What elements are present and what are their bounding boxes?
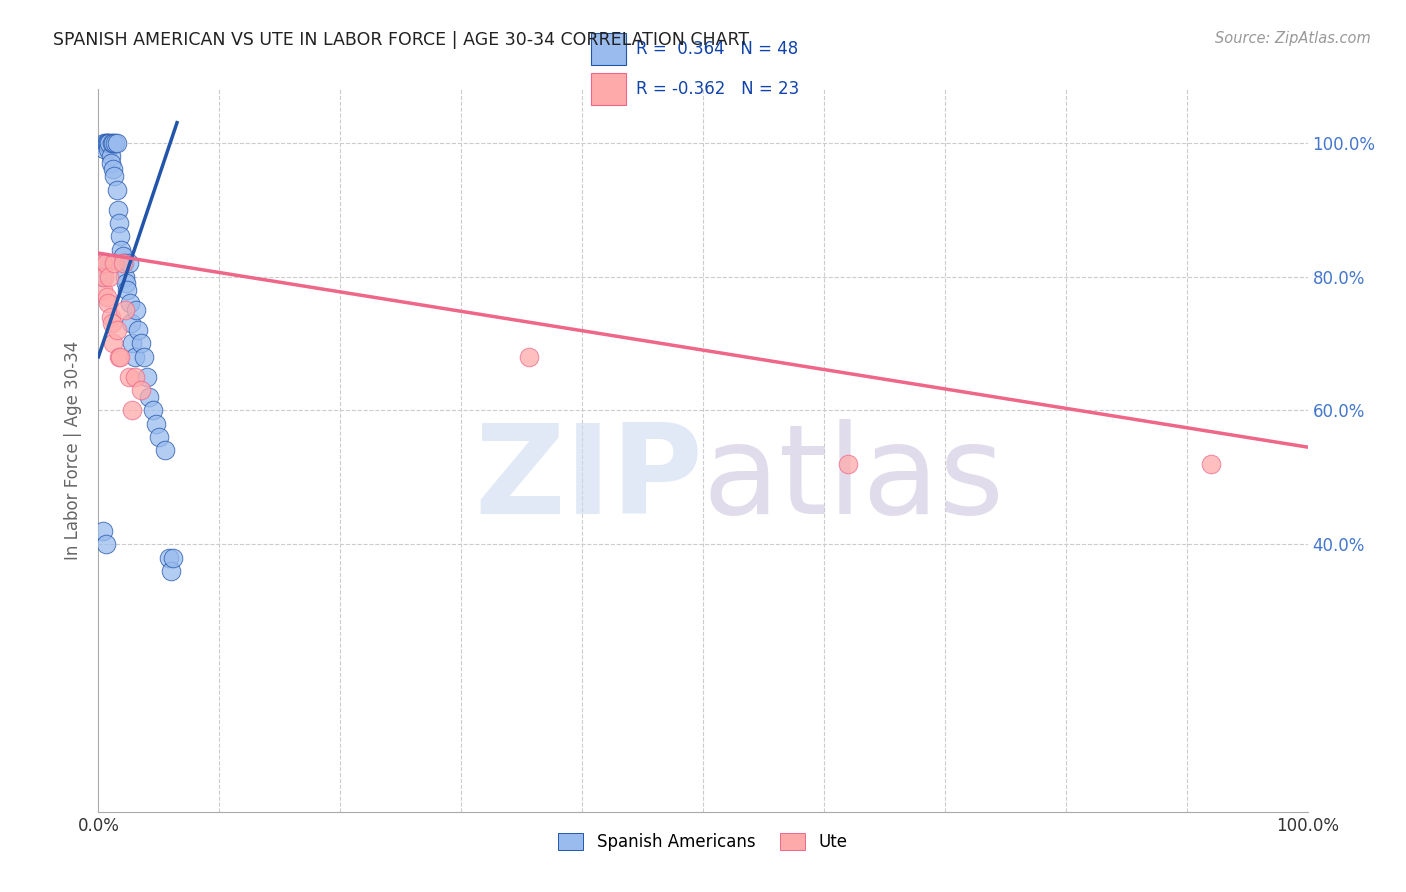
- Point: [118, 296, 141, 310]
- Point: [108, 350, 131, 364]
- FancyBboxPatch shape: [591, 72, 626, 104]
- Point: [124, 369, 146, 384]
- Point: [103, 169, 125, 184]
- Point: [121, 336, 143, 351]
- Point: [108, 216, 131, 230]
- Point: [94, 136, 117, 150]
- Point: [94, 256, 117, 270]
- Y-axis label: In Labor Force | Age 30-34: In Labor Force | Age 30-34: [65, 341, 83, 560]
- Text: Source: ZipAtlas.com: Source: ZipAtlas.com: [1215, 31, 1371, 46]
- Point: [91, 256, 114, 270]
- Point: [96, 136, 118, 150]
- Point: [103, 256, 125, 270]
- Point: [160, 564, 183, 578]
- Point: [142, 403, 165, 417]
- Point: [98, 269, 121, 284]
- Point: [115, 277, 138, 291]
- Point: [96, 289, 118, 303]
- Point: [114, 269, 136, 284]
- Point: [100, 317, 122, 331]
- Point: [112, 256, 135, 270]
- Legend: Spanish Americans, Ute: Spanish Americans, Ute: [551, 826, 855, 857]
- Text: atlas: atlas: [703, 419, 1005, 540]
- Point: [97, 136, 120, 150]
- Text: R = -0.362   N = 23: R = -0.362 N = 23: [637, 79, 800, 97]
- Point: [100, 136, 122, 150]
- Point: [101, 336, 124, 351]
- Point: [101, 162, 124, 177]
- Point: [100, 310, 122, 324]
- Point: [91, 524, 114, 538]
- Point: [105, 323, 128, 337]
- Point: [91, 283, 114, 297]
- Point: [129, 336, 152, 351]
- Point: [117, 283, 139, 297]
- Point: [108, 229, 131, 244]
- Point: [114, 303, 136, 318]
- Point: [145, 417, 167, 431]
- Point: [118, 256, 141, 270]
- Point: [120, 317, 142, 331]
- Point: [121, 403, 143, 417]
- Point: [517, 350, 540, 364]
- Point: [118, 369, 141, 384]
- Point: [91, 256, 114, 270]
- Point: [111, 256, 134, 270]
- Point: [100, 149, 122, 163]
- Point: [105, 136, 128, 150]
- Point: [100, 156, 122, 170]
- Text: SPANISH AMERICAN VS UTE IN LABOR FORCE | AGE 30-34 CORRELATION CHART: SPANISH AMERICAN VS UTE IN LABOR FORCE |…: [53, 31, 749, 49]
- Point: [129, 384, 152, 398]
- Text: ZIP: ZIP: [474, 419, 703, 540]
- Point: [135, 369, 157, 384]
- Point: [97, 296, 120, 310]
- Point: [1199, 457, 1222, 471]
- Point: [101, 136, 124, 150]
- Point: [837, 457, 859, 471]
- Point: [125, 303, 148, 318]
- Point: [93, 269, 115, 284]
- Point: [104, 136, 127, 150]
- Text: R =  0.364   N = 48: R = 0.364 N = 48: [637, 40, 799, 58]
- Point: [91, 269, 114, 284]
- Point: [108, 350, 131, 364]
- Point: [98, 136, 121, 150]
- Point: [124, 350, 146, 364]
- Point: [105, 182, 128, 196]
- FancyBboxPatch shape: [591, 33, 626, 65]
- Point: [127, 323, 149, 337]
- Point: [138, 390, 160, 404]
- Point: [94, 537, 117, 551]
- Point: [97, 143, 120, 157]
- Point: [148, 430, 170, 444]
- Point: [107, 202, 129, 217]
- Point: [91, 256, 114, 270]
- Point: [110, 243, 132, 257]
- Point: [111, 250, 134, 264]
- Point: [153, 443, 176, 458]
- Point: [134, 350, 156, 364]
- Point: [93, 143, 115, 157]
- Point: [93, 136, 115, 150]
- Point: [157, 550, 180, 565]
- Point: [162, 550, 184, 565]
